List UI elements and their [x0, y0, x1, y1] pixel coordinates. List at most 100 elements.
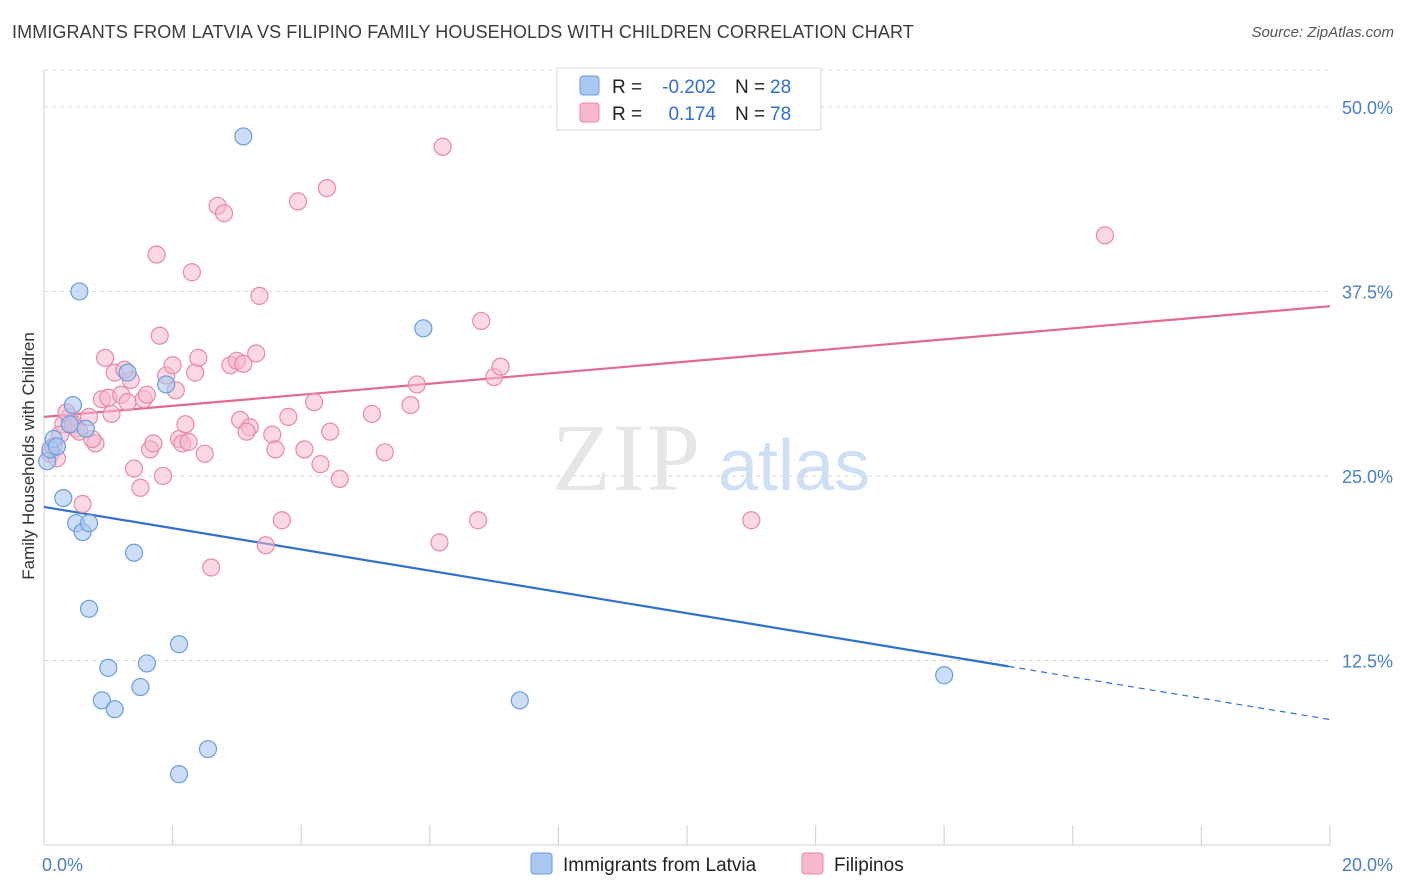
point-filipinos	[118, 393, 137, 412]
point-filipinos	[189, 348, 208, 367]
point-latvia	[118, 363, 137, 382]
chart-source: Source: ZipAtlas.com	[1251, 24, 1394, 41]
bottom-legend-label-filipinos: Filipinos	[834, 855, 904, 876]
point-filipinos	[256, 536, 275, 555]
point-filipinos	[237, 422, 256, 441]
point-filipinos	[407, 375, 427, 394]
legend-r-label-filipinos: R =	[612, 104, 642, 125]
point-latvia	[510, 691, 529, 710]
point-filipinos	[1095, 226, 1115, 245]
point-filipinos	[153, 466, 173, 486]
point-latvia	[157, 375, 176, 394]
point-latvia	[79, 514, 99, 533]
x-tick-label: 20.0%	[1342, 855, 1393, 875]
y-axis-label: Family Households with Children	[19, 332, 38, 580]
trend-line-filipinos	[43, 305, 1331, 419]
point-filipinos	[266, 440, 285, 459]
point-filipinos	[433, 137, 452, 156]
point-latvia	[79, 599, 99, 618]
point-filipinos	[272, 511, 292, 530]
point-filipinos	[430, 533, 449, 552]
point-filipinos	[491, 357, 510, 376]
point-filipinos	[472, 311, 491, 331]
point-latvia	[169, 635, 189, 654]
chart-title: IMMIGRANTS FROM LATVIA VS FILIPINO FAMIL…	[12, 22, 914, 42]
point-latvia	[105, 700, 124, 719]
point-filipinos	[288, 192, 308, 211]
watermark-atlas: atlas	[718, 426, 870, 506]
point-latvia	[47, 437, 66, 456]
point-filipinos	[186, 363, 205, 382]
point-filipinos	[137, 385, 156, 404]
point-latvia	[169, 765, 189, 784]
point-filipinos	[279, 407, 298, 427]
point-filipinos	[95, 348, 115, 367]
bottom-legend-label-latvia: Immigrants from Latvia	[563, 855, 757, 876]
point-latvia	[54, 488, 73, 508]
point-filipinos	[176, 415, 195, 434]
watermark-zip: ZIP	[552, 404, 702, 511]
bottom-legend-swatch-latvia	[530, 852, 553, 875]
point-filipinos	[147, 245, 166, 264]
point-filipinos	[375, 443, 394, 462]
bottom-legend-swatch-filipinos	[801, 852, 824, 875]
point-latvia	[198, 739, 218, 759]
point-latvia	[70, 282, 89, 301]
y-tick-label: 50.0%	[1342, 98, 1393, 118]
point-filipinos	[295, 440, 314, 459]
point-latvia	[92, 691, 111, 710]
point-latvia	[60, 415, 79, 434]
x-tick-label: 0.0%	[42, 855, 83, 875]
point-filipinos	[163, 356, 182, 375]
point-latvia	[935, 666, 954, 685]
point-filipinos	[250, 286, 269, 305]
legend-n-label-filipinos: N =	[735, 104, 765, 125]
point-filipinos	[73, 494, 92, 514]
point-filipinos	[362, 404, 382, 424]
point-filipinos	[311, 455, 330, 474]
point-filipinos	[124, 459, 144, 478]
point-filipinos	[304, 393, 324, 412]
point-latvia	[63, 395, 83, 415]
point-filipinos	[401, 395, 420, 415]
y-tick-label: 25.0%	[1342, 467, 1393, 487]
watermark: ZIP atlas	[552, 404, 870, 511]
point-filipinos	[144, 434, 163, 453]
legend-box	[556, 67, 822, 131]
legend-n-value-filipinos: 78	[770, 104, 791, 125]
legend-r-value-filipinos: 0.174	[668, 104, 716, 125]
legend-r-value-latvia: -0.202	[662, 77, 716, 98]
point-filipinos	[131, 478, 150, 497]
point-filipinos	[263, 425, 282, 444]
bottom-legend: Immigrants from Latvia Filipinos	[530, 852, 904, 876]
point-filipinos	[742, 511, 761, 530]
legend-n-label-latvia: N =	[735, 77, 765, 98]
point-latvia	[137, 654, 156, 673]
point-filipinos	[247, 344, 266, 363]
legend-swatch-filipinos	[579, 102, 600, 123]
point-latvia	[124, 543, 144, 562]
point-filipinos	[321, 422, 340, 441]
y-tick-label: 12.5%	[1342, 651, 1393, 671]
point-filipinos	[330, 469, 349, 489]
point-filipinos	[468, 511, 488, 530]
series-latvia	[38, 127, 954, 784]
point-filipinos	[102, 404, 121, 424]
legend-swatch-latvia	[579, 75, 600, 96]
y-tick-label: 37.5%	[1342, 282, 1393, 302]
legend-r-label-latvia: R =	[612, 77, 642, 98]
tick-labels: 12.5% 25.0% 37.5% 50.0% 0.0% 20.0%	[42, 98, 1393, 875]
trend-line-latvia	[43, 505, 1009, 668]
point-latvia	[234, 127, 253, 146]
point-filipinos	[234, 354, 253, 373]
point-filipinos	[195, 444, 214, 463]
point-filipinos	[150, 326, 169, 345]
point-latvia	[76, 419, 95, 438]
point-filipinos	[214, 204, 234, 223]
point-filipinos	[202, 558, 221, 577]
point-filipinos	[317, 178, 337, 198]
point-latvia	[414, 319, 433, 338]
point-latvia	[99, 658, 118, 677]
point-filipinos	[179, 432, 198, 452]
